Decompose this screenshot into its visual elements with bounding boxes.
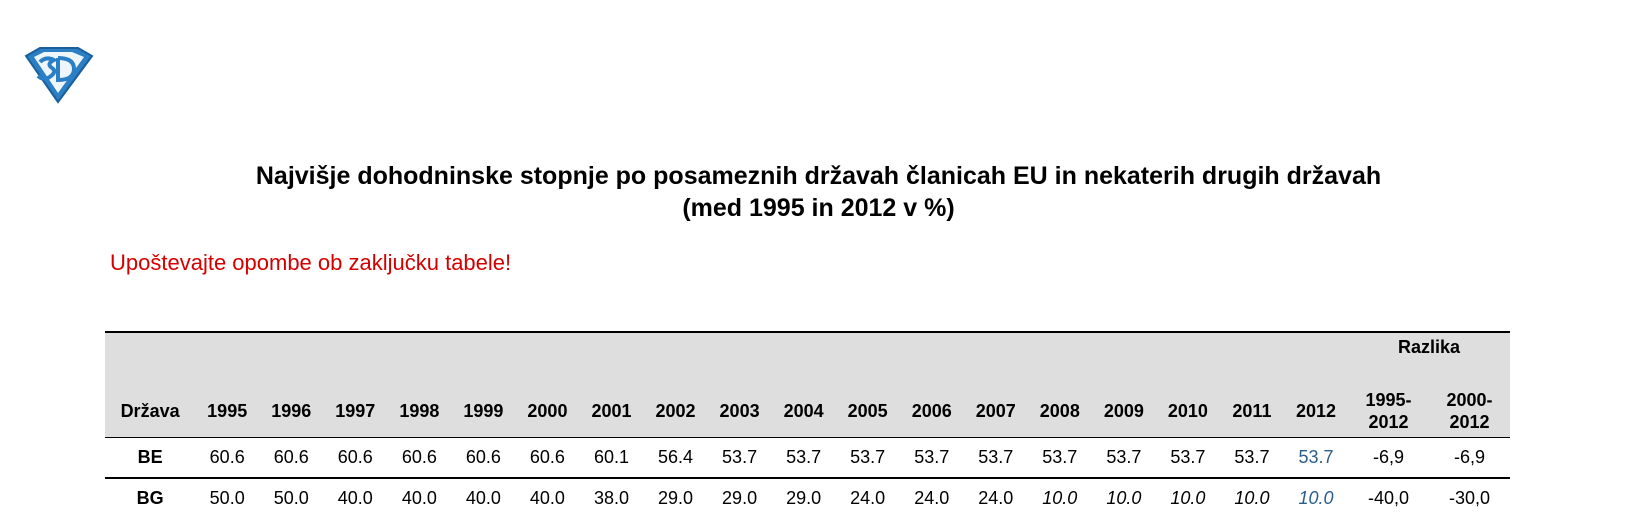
diff-header: 1995- 2012	[1348, 385, 1429, 438]
year-header: 2011	[1232, 400, 1272, 421]
value-cell: 53.7	[722, 446, 758, 467]
country-cell: BG	[136, 487, 164, 508]
year-header: 2001	[591, 400, 632, 421]
diff-cell: -30,0	[1448, 487, 1490, 508]
table-row: BG 50.0 50.0 40.0 40.0 40.0 40.0 38.0 29.0 29.0 29…	[105, 477, 1510, 518]
header-row: Država 1995 1996 1997 1998 1999 2000 2001 2002 2…	[105, 385, 1510, 438]
diff-cell: -6,9	[1453, 446, 1485, 467]
header-group-row: Razlika	[105, 332, 1510, 385]
page-title: Najvišje dohodninske stopnje po posamezn…	[0, 160, 1637, 224]
year-header: 2006	[911, 400, 952, 421]
value-cell: 24.0	[850, 487, 886, 508]
year-header: 2010	[1167, 400, 1208, 421]
diff-cell: -6,9	[1372, 446, 1404, 467]
value-cell: 56.4	[658, 446, 694, 467]
value-cell: 60.6	[209, 446, 245, 467]
value-cell: 40.0	[401, 487, 437, 508]
value-cell: 60.6	[465, 446, 501, 467]
value-cell: 40.0	[465, 487, 501, 508]
value-cell: 40.0	[337, 487, 373, 508]
value-cell: 29.0	[786, 487, 822, 508]
diff-header-line-1: 2000-	[1446, 390, 1493, 410]
value-cell: 53.7	[850, 446, 886, 467]
diff-header-line-1: 1995-	[1365, 390, 1412, 410]
year-header: 1995	[207, 400, 248, 421]
diff-group-header: Razlika	[1397, 337, 1461, 357]
sd-logo	[22, 46, 94, 104]
diff-header-line-2: 2012	[1449, 412, 1490, 432]
year-header: 2004	[783, 400, 824, 421]
value-cell: 24.0	[978, 487, 1014, 508]
value-cell: 24.0	[914, 487, 950, 508]
year-header: 2000	[527, 400, 568, 421]
tax-rates-table: Razlika Država 1995 1996 1997 1998 1999 2000 2…	[105, 331, 1510, 518]
diff-header: 2000- 2012	[1429, 385, 1510, 438]
value-cell: 10.0	[1298, 487, 1334, 508]
value-cell: 53.7	[1170, 446, 1206, 467]
country-header: Država	[120, 400, 180, 421]
value-cell: 60.6	[337, 446, 373, 467]
year-header: 2002	[655, 400, 696, 421]
value-cell: 53.7	[1042, 446, 1078, 467]
value-cell: 50.0	[209, 487, 245, 508]
title-line-1: Najvišje dohodninske stopnje po posamezn…	[255, 162, 1382, 190]
value-cell: 60.6	[273, 446, 309, 467]
value-cell: 50.0	[273, 487, 309, 508]
country-cell: BE	[137, 446, 163, 467]
year-header: 2005	[847, 400, 888, 421]
value-cell: 53.7	[1234, 446, 1270, 467]
value-cell: 29.0	[722, 487, 758, 508]
value-cell: 53.7	[1106, 446, 1142, 467]
year-header: 2008	[1039, 400, 1080, 421]
value-cell: 29.0	[658, 487, 694, 508]
year-header: 2007	[975, 400, 1016, 421]
value-cell: 53.7	[978, 446, 1014, 467]
year-header: 1997	[335, 400, 376, 421]
year-header: 1998	[399, 400, 440, 421]
value-cell: 10.0	[1170, 487, 1206, 508]
table-row: BE 60.6 60.6 60.6 60.6 60.6 60.6 60.1 56.4 53.7 53…	[105, 437, 1510, 478]
value-cell: 38.0	[593, 487, 629, 508]
value-cell: 53.7	[786, 446, 822, 467]
year-header: 2003	[719, 400, 760, 421]
year-header: 2009	[1103, 400, 1144, 421]
notes-warning: Upoštevajte opombe ob zaključku tabele!	[110, 250, 512, 275]
value-cell: 60.6	[529, 446, 565, 467]
title-line-2: (med 1995 in 2012 v %)	[682, 194, 955, 222]
value-cell: 53.7	[1298, 446, 1334, 467]
diff-header-line-2: 2012	[1368, 412, 1409, 432]
year-header: 2012	[1295, 400, 1337, 421]
diff-cell: -40,0	[1367, 487, 1409, 508]
value-cell: 10.0	[1234, 487, 1270, 508]
table-body: BE 60.6 60.6 60.6 60.6 60.6 60.6 60.1 56.4 53.7 53…	[105, 437, 1510, 518]
year-header: 1999	[463, 400, 504, 421]
value-cell: 10.0	[1042, 487, 1078, 508]
value-cell: 10.0	[1106, 487, 1142, 508]
value-cell: 40.0	[529, 487, 565, 508]
value-cell: 53.7	[914, 446, 950, 467]
value-cell: 60.6	[401, 446, 437, 467]
value-cell: 60.1	[593, 446, 629, 467]
year-header: 1996	[271, 400, 312, 421]
